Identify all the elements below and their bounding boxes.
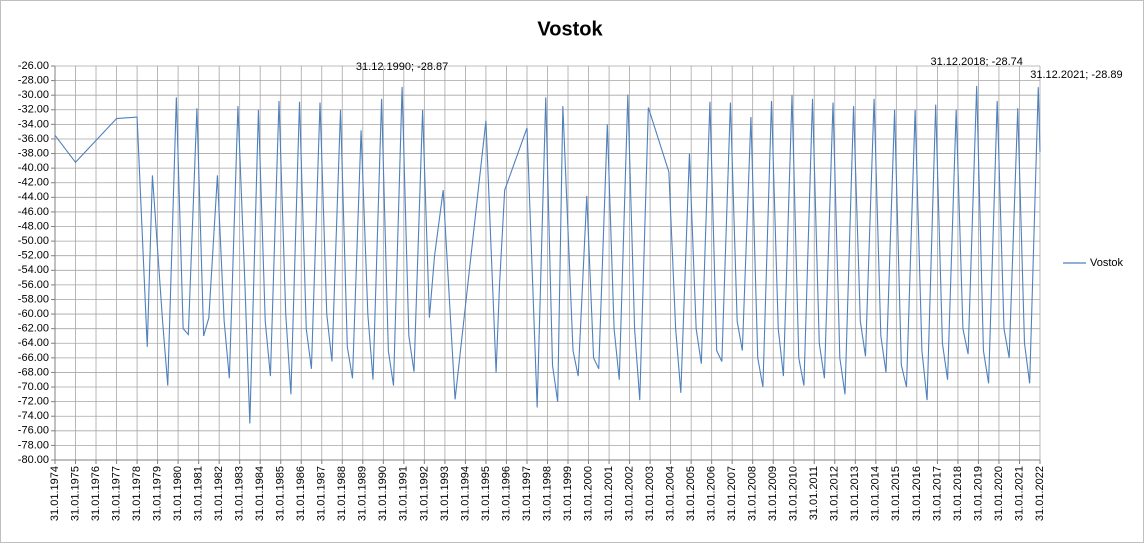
- y-tick-label: -66.00: [18, 352, 49, 364]
- x-tick-label: 31.01.2010: [788, 466, 800, 521]
- x-tick-label: 31.01.1994: [459, 466, 471, 521]
- annotation: 31.12.1990; -28.87: [356, 61, 448, 73]
- x-tick-label: 31.01.1988: [336, 466, 348, 521]
- y-tick-label: -50.00: [18, 235, 49, 247]
- y-tick-label: -68.00: [18, 366, 49, 378]
- x-tick-label: 31.01.2018: [952, 466, 964, 521]
- y-tick-label: -56.00: [18, 279, 49, 291]
- x-tick-label: 31.01.1999: [562, 466, 574, 521]
- x-tick-label: 31.01.1985: [275, 466, 287, 521]
- x-tick-label: 31.01.1986: [295, 466, 307, 521]
- x-tick-label: 31.01.1998: [541, 466, 553, 521]
- annotation: 31.12.2021; -28.89: [1030, 69, 1122, 81]
- x-tick-label: 31.01.1981: [193, 466, 205, 521]
- x-tick-label: 31.01.2006: [706, 466, 718, 521]
- chart-title: Vostok: [537, 18, 603, 40]
- y-tick-label: -78.00: [18, 439, 49, 451]
- x-tick-label: 31.01.1974: [49, 466, 61, 521]
- y-tick-label: -60.00: [18, 308, 49, 320]
- x-tick-label: 31.01.2022: [1034, 466, 1046, 521]
- y-tick-label: -70.00: [18, 381, 49, 393]
- y-tick-label: -42.00: [18, 177, 49, 189]
- x-tick-label: 31.01.2017: [931, 466, 943, 521]
- x-tick-label: 31.01.2007: [726, 466, 738, 521]
- x-tick-label: 31.01.2005: [685, 466, 697, 521]
- x-tick-label: 31.01.2012: [829, 466, 841, 521]
- y-tick-label: -38.00: [18, 147, 49, 159]
- x-tick-label: 31.01.2011: [808, 466, 820, 520]
- x-tick-label: 31.01.2003: [644, 466, 656, 521]
- x-tick-label: 31.01.1980: [172, 466, 184, 521]
- y-tick-label: -54.00: [18, 264, 49, 276]
- x-tick-label: 31.01.2019: [972, 466, 984, 521]
- y-tick-label: -48.00: [18, 220, 49, 232]
- x-tick-label: 31.01.1975: [69, 466, 81, 521]
- x-tick-label: 31.01.1997: [521, 466, 533, 521]
- x-tick-label: 31.01.1996: [500, 466, 512, 521]
- x-tick-label: 31.01.1993: [439, 466, 451, 521]
- x-tick-label: 31.01.1990: [377, 466, 389, 521]
- y-tick-label: -26.00: [18, 60, 49, 72]
- y-tick-label: -80.00: [18, 454, 49, 466]
- x-tick-label: 31.01.2013: [849, 466, 861, 521]
- x-tick-label: 31.01.2021: [1013, 466, 1025, 521]
- y-tick-label: -36.00: [18, 133, 49, 145]
- x-tick-label: 31.01.1979: [151, 466, 163, 521]
- x-tick-label: 31.01.1992: [418, 466, 430, 521]
- x-tick-label: 31.01.2004: [665, 466, 677, 521]
- x-tick-label: 31.01.2015: [890, 466, 902, 521]
- y-tick-label: -76.00: [18, 425, 49, 437]
- x-tick-label: 31.01.2008: [747, 466, 759, 521]
- x-tick-label: 31.01.1995: [480, 466, 492, 521]
- y-tick-label: -40.00: [18, 162, 49, 174]
- x-tick-label: 31.01.1984: [254, 466, 266, 521]
- x-tick-label: 31.01.2016: [911, 466, 923, 521]
- y-tick-label: -44.00: [18, 191, 49, 203]
- y-tick-label: -28.00: [18, 74, 49, 86]
- y-tick-label: -34.00: [18, 118, 49, 130]
- y-tick-label: -30.00: [18, 89, 49, 101]
- y-tick-label: -72.00: [18, 396, 49, 408]
- x-tick-label: 31.01.1983: [234, 466, 246, 521]
- x-tick-label: 31.01.1989: [357, 466, 369, 521]
- y-tick-label: -74.00: [18, 410, 49, 422]
- y-tick-label: -52.00: [18, 250, 49, 262]
- x-tick-label: 31.01.2002: [623, 466, 635, 521]
- x-tick-label: 31.01.1982: [213, 466, 225, 521]
- annotation: 31.12.2018; -28.74: [931, 56, 1023, 68]
- x-tick-label: 31.01.2009: [767, 466, 779, 521]
- x-tick-label: 31.01.2020: [993, 466, 1005, 521]
- x-tick-label: 31.01.1991: [398, 466, 410, 521]
- x-tick-label: 31.01.1977: [110, 466, 122, 521]
- legend-label: Vostok: [1090, 257, 1124, 269]
- x-tick-label: 31.01.2014: [870, 466, 882, 521]
- y-tick-label: -58.00: [18, 293, 49, 305]
- x-tick-label: 31.01.2000: [582, 466, 594, 521]
- x-tick-label: 31.01.1976: [90, 466, 102, 521]
- x-tick-label: 31.01.1987: [316, 466, 328, 521]
- x-tick-label: 31.01.1978: [131, 466, 143, 521]
- y-tick-label: -32.00: [18, 104, 49, 116]
- series-line: [54, 85, 1041, 424]
- x-tick-label: 31.01.2001: [603, 466, 615, 521]
- y-tick-label: -62.00: [18, 323, 49, 335]
- y-tick-label: -46.00: [18, 206, 49, 218]
- y-tick-label: -64.00: [18, 337, 49, 349]
